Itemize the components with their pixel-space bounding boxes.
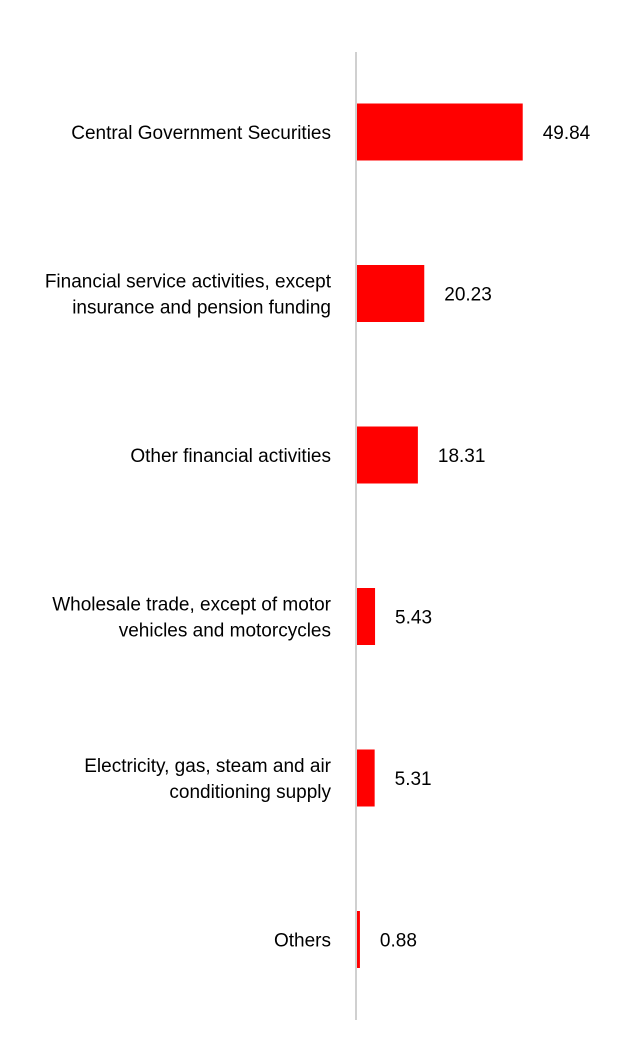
category-label-3-line-1: vehicles and motorcycles bbox=[119, 621, 331, 642]
bars-group bbox=[357, 103, 523, 968]
value-labels-group: 49.84 20.23 18.31 5.43 5.31 0.88 bbox=[380, 123, 591, 952]
category-label-0-line-0: Central Government Securities bbox=[71, 123, 331, 144]
bar-5 bbox=[357, 911, 360, 968]
bar-2 bbox=[357, 426, 418, 484]
category-label-3-line-0: Wholesale trade, except of motor bbox=[52, 595, 331, 616]
category-label-1-line-0: Financial service activities, except bbox=[45, 272, 332, 293]
value-label-4: 5.31 bbox=[395, 769, 432, 790]
category-label-5-line-0: Others bbox=[274, 931, 331, 952]
bar-4 bbox=[357, 749, 375, 807]
bar-0 bbox=[357, 103, 523, 161]
category-label-2-line-0: Other financial activities bbox=[130, 446, 331, 467]
category-labels-group: Central Government Securities Financial s… bbox=[45, 123, 332, 952]
category-label-1-line-1: insurance and pension funding bbox=[72, 298, 331, 319]
category-label-4-line-0: Electricity, gas, steam and air bbox=[84, 756, 331, 777]
value-label-0: 49.84 bbox=[543, 123, 591, 144]
value-label-3: 5.43 bbox=[395, 608, 432, 629]
value-label-2: 18.31 bbox=[438, 446, 486, 467]
value-label-5: 0.88 bbox=[380, 931, 417, 952]
value-label-1: 20.23 bbox=[444, 285, 492, 306]
bar-3 bbox=[357, 588, 376, 645]
bar-1 bbox=[357, 265, 425, 322]
category-label-4-line-1: conditioning supply bbox=[169, 782, 331, 803]
